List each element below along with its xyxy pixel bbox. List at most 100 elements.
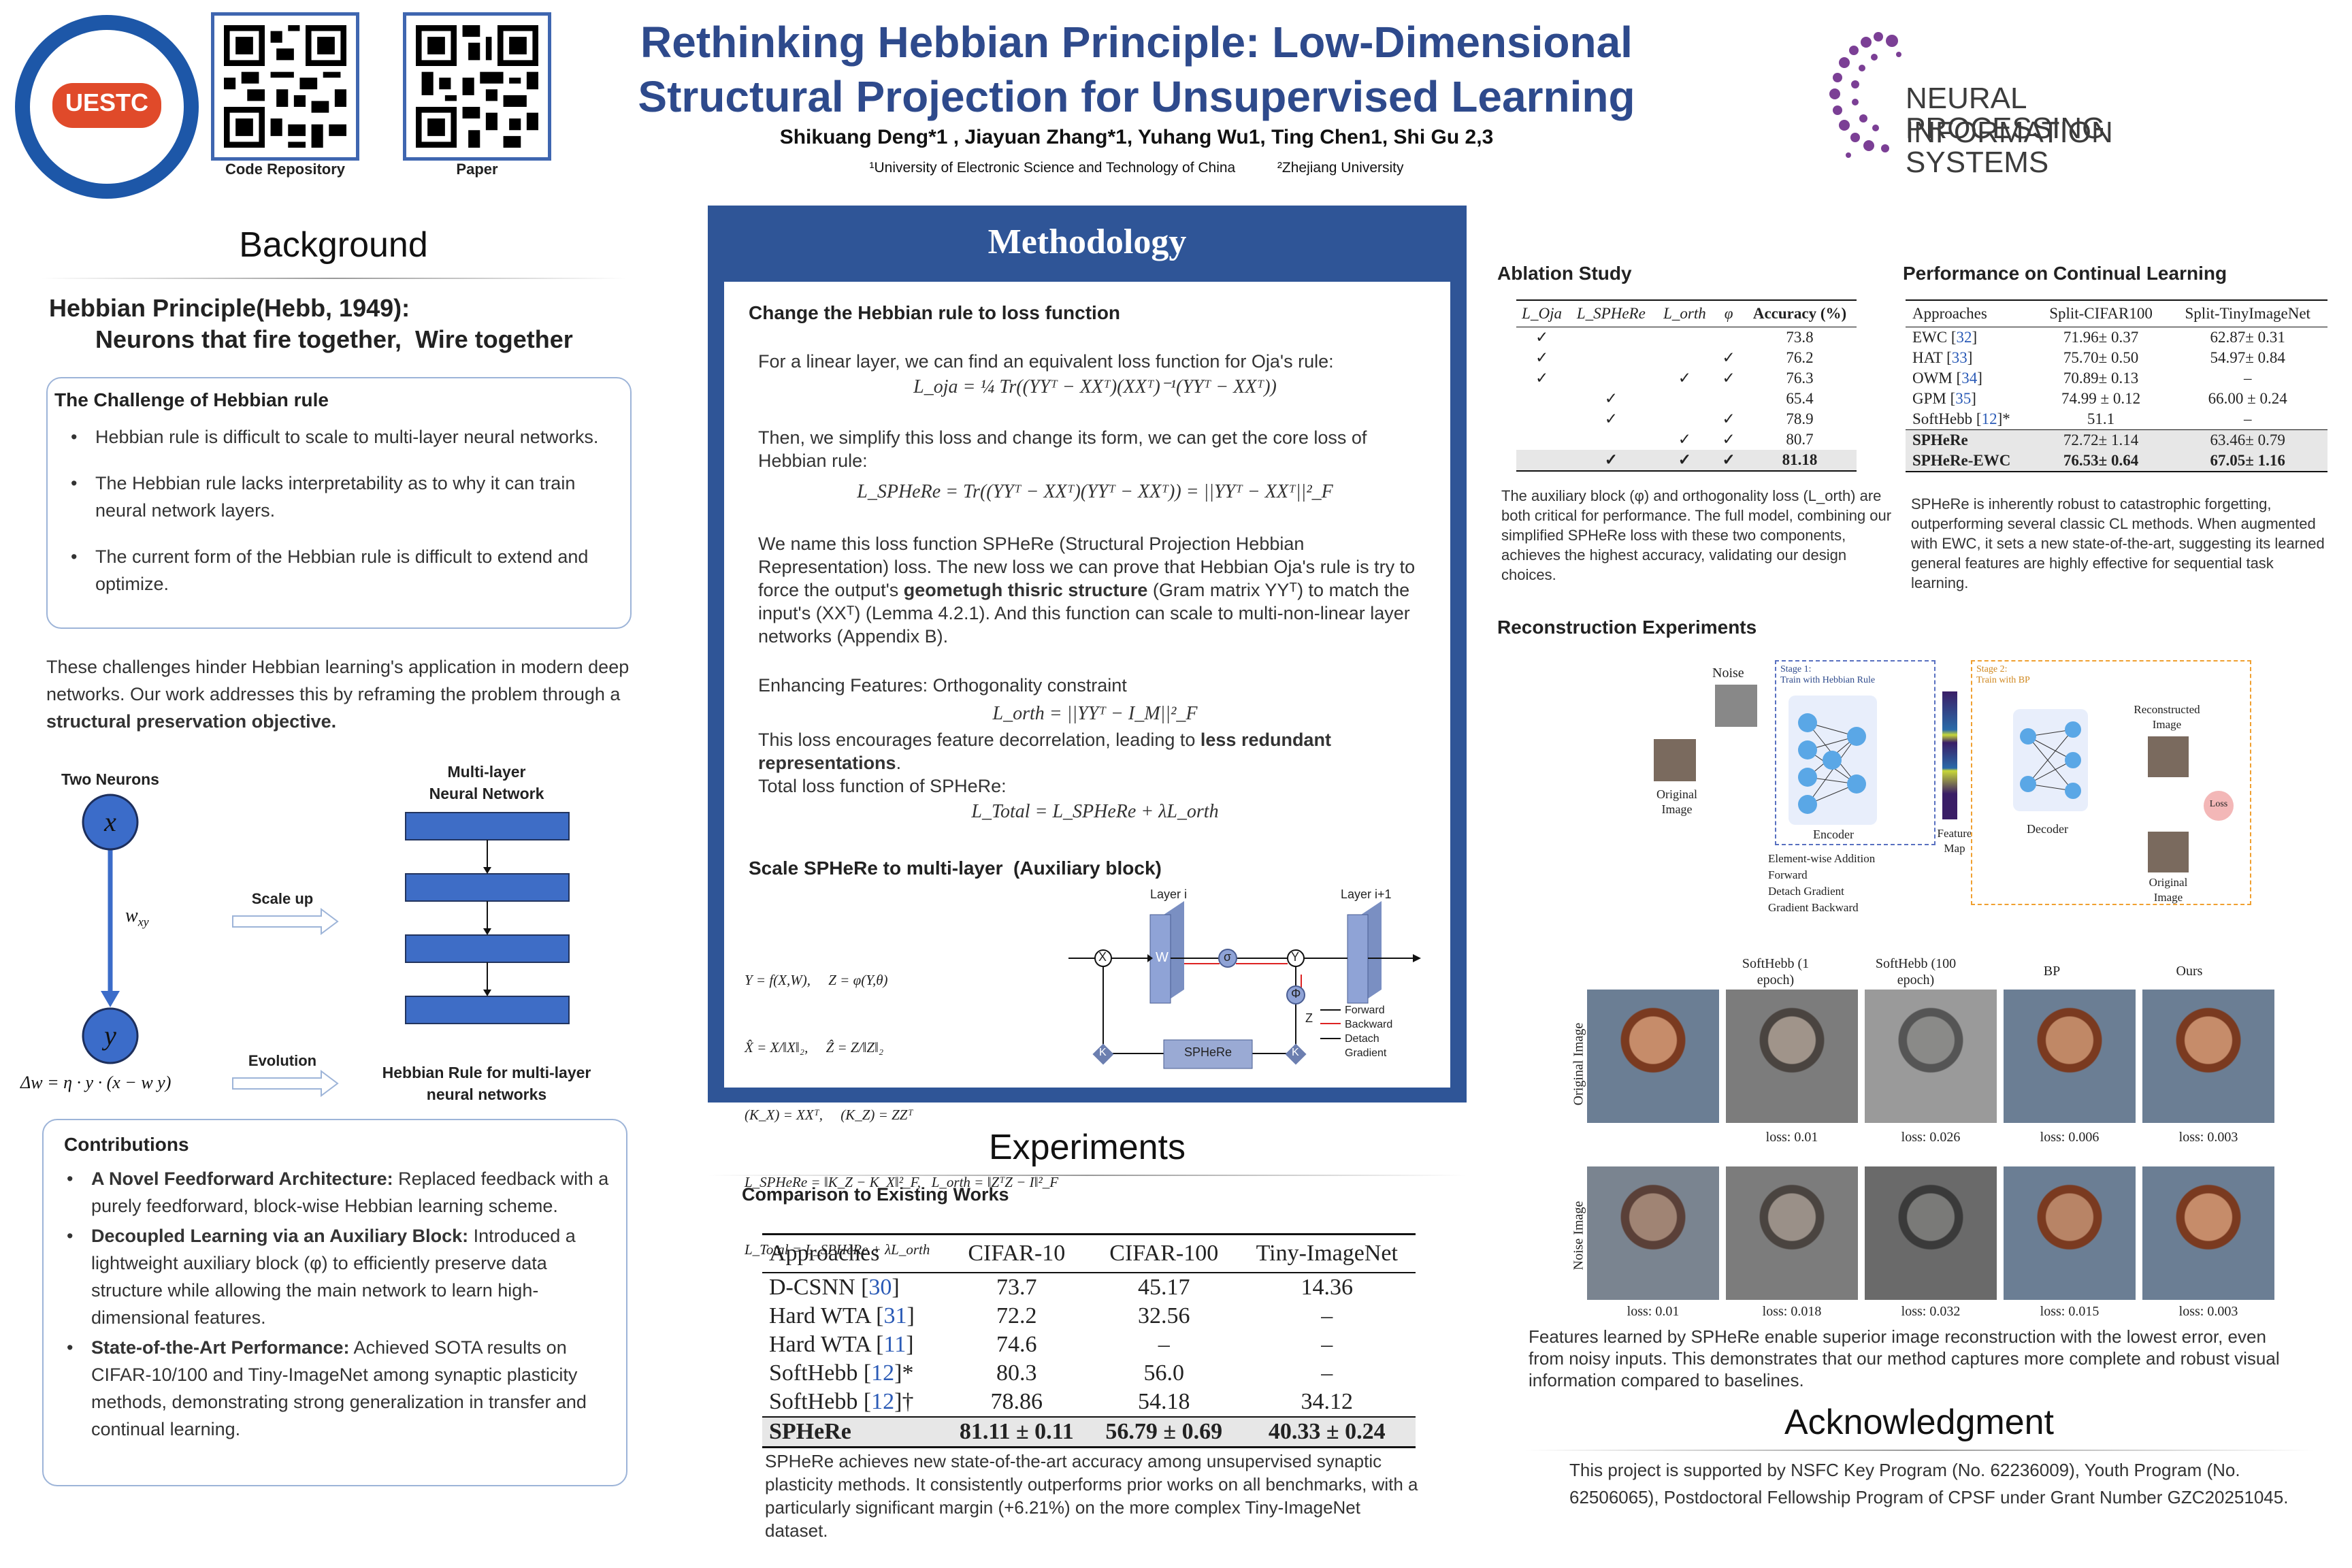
method-p6: Total loss function of SPHeRe:: [758, 776, 1007, 796]
affiliation-2: ²Zhejiang University: [1277, 160, 1404, 176]
loss-value: loss: 0.003: [2178, 1304, 2238, 1319]
table-cell: 71.96± 0.37: [2063, 329, 2139, 346]
challenge-item: The Hebbian rule lacks interpretability …: [48, 470, 626, 524]
neurips-line-2: PROCESSING SYSTEMS: [1906, 112, 2106, 179]
acknowledgment-heading: Acknowledgment: [1784, 1403, 2054, 1442]
column-header: φ: [1724, 305, 1733, 322]
table-row: HAT [33] 75.70± 0.50 54.97± 0.84: [1906, 348, 2328, 368]
approach-name: SoftHebb: [769, 1389, 858, 1414]
aux-node-k: K: [1292, 1047, 1299, 1058]
face-image: [2142, 990, 2274, 1123]
face-image: [1726, 1166, 1858, 1300]
table-cell: –: [1321, 1303, 1333, 1328]
noise-image: [1715, 685, 1757, 727]
table-row: ✓ ✓ 78.9: [1516, 409, 1857, 429]
citation-link[interactable]: 12: [871, 1389, 895, 1414]
table-row-highlight: ✓ ✓ ✓ 81.18: [1516, 450, 1857, 471]
table-cell: 56.0: [1143, 1360, 1184, 1386]
contribution-item-text: Replaced feedback with a purely feedforw…: [91, 1169, 609, 1216]
method-subtitle-1: Change the Hebbian rule to loss function: [749, 302, 1121, 323]
challenge-list: Hebbian rule is difficult to scale to mu…: [48, 423, 626, 617]
table-cell: 32.56: [1137, 1303, 1190, 1328]
methodology-inner: Change the Hebbian rule to loss function…: [724, 282, 1450, 1258]
table-row: OWM [34] 70.89± 0.13 –: [1906, 368, 2328, 389]
acknowledgment-divider: [1524, 1450, 2314, 1451]
accuracy-cell: 78.9: [1786, 410, 1814, 427]
loss-node: [2204, 791, 2234, 821]
ablation-title: Ablation Study: [1497, 263, 1632, 284]
multi-layer-label-1: Multi-layer: [447, 763, 526, 781]
experiments-divider: [708, 1175, 1467, 1176]
citation-link[interactable]: 12: [1981, 410, 1997, 427]
citation-link[interactable]: 34: [1961, 370, 1978, 387]
aux-layer-i: Layer i: [1150, 887, 1188, 901]
background-paragraph-bold: structural preservation objective.: [46, 711, 337, 732]
approach-name: Hard WTA: [769, 1303, 870, 1328]
accuracy-cell: 81.18: [1782, 451, 1818, 468]
qr-code-repository[interactable]: [211, 12, 359, 161]
neurips-swirl-icon: [1829, 32, 1901, 158]
decoder-network-icon: [2013, 709, 2088, 811]
continual-title: Performance on Continual Learning: [1903, 263, 2227, 284]
definition-line: L_Total = L_SPHeRe + λL_orth: [745, 1241, 930, 1258]
check-cell: ✓: [1535, 329, 1549, 346]
table-row: ✓ ✓ ✓ 76.3: [1516, 368, 1857, 389]
approach-name: EWC: [1912, 329, 1948, 346]
loss-value: loss: 0.018: [1762, 1304, 1822, 1319]
aux-legend-item: Backward: [1345, 1019, 1393, 1030]
hebb-multi-label: Hebbian Rule for multi-layer neural netw…: [368, 1062, 606, 1105]
table-cell: 54.18: [1137, 1389, 1190, 1414]
table-cell: 72.72± 1.14: [2063, 431, 2139, 448]
contribution-item-text: Achieved SOTA results on CIFAR-10/100 an…: [91, 1337, 587, 1439]
table-cell: 63.46± 0.79: [2210, 431, 2285, 448]
continual-table: Approaches Split-CIFAR100 Split-TinyImag…: [1906, 299, 2328, 472]
qr-code-repository-label: Code Repository: [225, 161, 346, 178]
contributions-title: Contributions: [64, 1134, 189, 1155]
aux-sphere-block: SPHeRe: [1183, 1045, 1232, 1059]
citation-link[interactable]: 31: [883, 1303, 907, 1328]
aux-node-x: X: [1098, 950, 1107, 964]
noise-label: Noise: [1712, 666, 1744, 681]
table-cell: –: [1321, 1360, 1333, 1386]
table-cell: 80.3: [996, 1360, 1037, 1386]
approach-cell: Hard WTA [11]: [769, 1332, 914, 1357]
contribution-item: Decoupled Learning via an Auxiliary Bloc…: [44, 1222, 622, 1331]
row-label: Noise Image: [1571, 1200, 1586, 1271]
method-body: For a linear layer, we can find an equiv…: [758, 350, 1432, 823]
stage2-box: Stage 2: Train with BP Decoder Reconstru…: [1971, 660, 2251, 905]
citation-link[interactable]: 11: [883, 1332, 906, 1357]
table-cell: 54.97± 0.84: [2210, 349, 2285, 366]
citation-link[interactable]: 32: [1956, 329, 1972, 346]
background-divider: [41, 278, 626, 279]
loss-value: loss: 0.003: [2178, 1130, 2238, 1145]
check-cell: [1516, 429, 1567, 450]
contributions-list: A Novel Feedforward Architecture: Replac…: [44, 1165, 622, 1462]
check-cell: [1567, 348, 1654, 368]
approach-name: SoftHebb: [1912, 410, 1973, 427]
citation-link[interactable]: 30: [868, 1275, 892, 1300]
citation-link[interactable]: 33: [1951, 349, 1967, 366]
acknowledgment-text: This project is supported by NSFC Key Pr…: [1569, 1460, 2289, 1507]
table-cell: 45.17: [1137, 1275, 1190, 1300]
citation-link[interactable]: 35: [1955, 390, 1972, 407]
approach-cell: D-CSNN [30]: [769, 1275, 900, 1300]
table-row: ✓ ✓ 80.7: [1516, 429, 1857, 450]
affiliation-1: ¹University of Electronic Science and Te…: [869, 160, 1236, 176]
hebbian-principle-title: Hebbian Principle(Hebb, 1949):: [49, 294, 410, 322]
challenge-box: The Challenge of Hebbian rule Hebbian ru…: [46, 377, 632, 629]
approach-cell: SoftHebb [12]†: [769, 1389, 914, 1414]
face-image: [1587, 990, 1719, 1123]
stage2-label: Stage 2:: [1976, 664, 2008, 674]
approach-cell: SoftHebb [12]*: [769, 1360, 914, 1386]
table-cell: 78.86: [990, 1389, 1043, 1414]
aux-legend-item: Gradient: [1345, 1047, 1387, 1059]
citation-link[interactable]: 12: [871, 1360, 895, 1386]
loss-value: loss: 0.006: [2040, 1130, 2100, 1145]
reconstructed-image-thumb: [2148, 736, 2189, 777]
table-cell: 76.53± 0.64: [2063, 452, 2139, 469]
legend-item: Detach Gradient: [1768, 885, 1844, 898]
table-header-row: Approaches Split-CIFAR100 Split-TinyImag…: [1906, 300, 2328, 327]
method-p5-end: .: [896, 753, 902, 773]
qr-paper[interactable]: [403, 12, 551, 161]
row-label: Original Image: [1571, 1022, 1586, 1106]
